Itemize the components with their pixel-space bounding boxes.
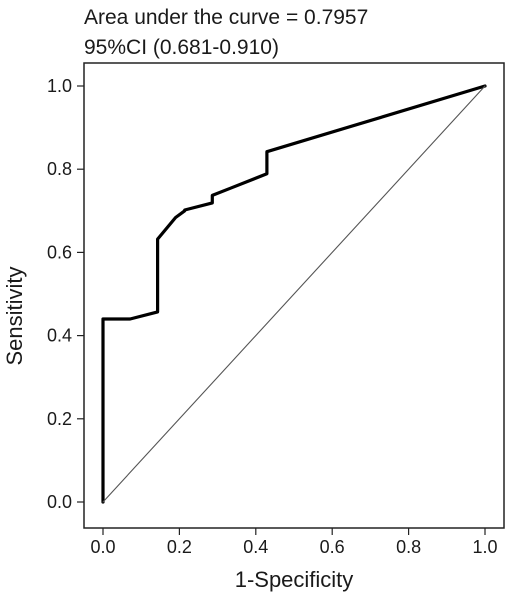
plot-frame <box>83 62 505 529</box>
x-tick-label: 0.6 <box>320 537 345 557</box>
y-tick-label: 0.8 <box>47 159 72 179</box>
tick-group: 0.0 0.2 0.4 0.6 0.8 1.0 0.0 0.2 0.4 0.6 0.8 1.0 <box>47 76 498 557</box>
auc-annotation: Area under the curve = 0.7957 <box>84 6 368 29</box>
x-tick-label: 0.2 <box>167 537 192 557</box>
y-tick-label: 0.0 <box>47 492 72 512</box>
y-axis-title: Sensitivity <box>2 266 27 365</box>
y-tick-label: 1.0 <box>47 76 72 96</box>
y-tick-label: 0.4 <box>47 326 72 346</box>
x-tick-label: 0.0 <box>90 537 115 557</box>
reference-diagonal-line <box>102 85 486 503</box>
ci-annotation: 95%CI (0.681-0.910) <box>84 36 279 59</box>
y-tick-label: 0.2 <box>47 409 72 429</box>
x-axis-title: 1-Specificity <box>235 567 354 592</box>
y-tick-label: 0.6 <box>47 242 72 262</box>
x-tick-label: 1.0 <box>472 537 497 557</box>
x-tick-label: 0.8 <box>396 537 421 557</box>
x-tick-label: 0.4 <box>243 537 268 557</box>
series-group <box>101 84 487 504</box>
roc-curve-line <box>101 84 487 504</box>
